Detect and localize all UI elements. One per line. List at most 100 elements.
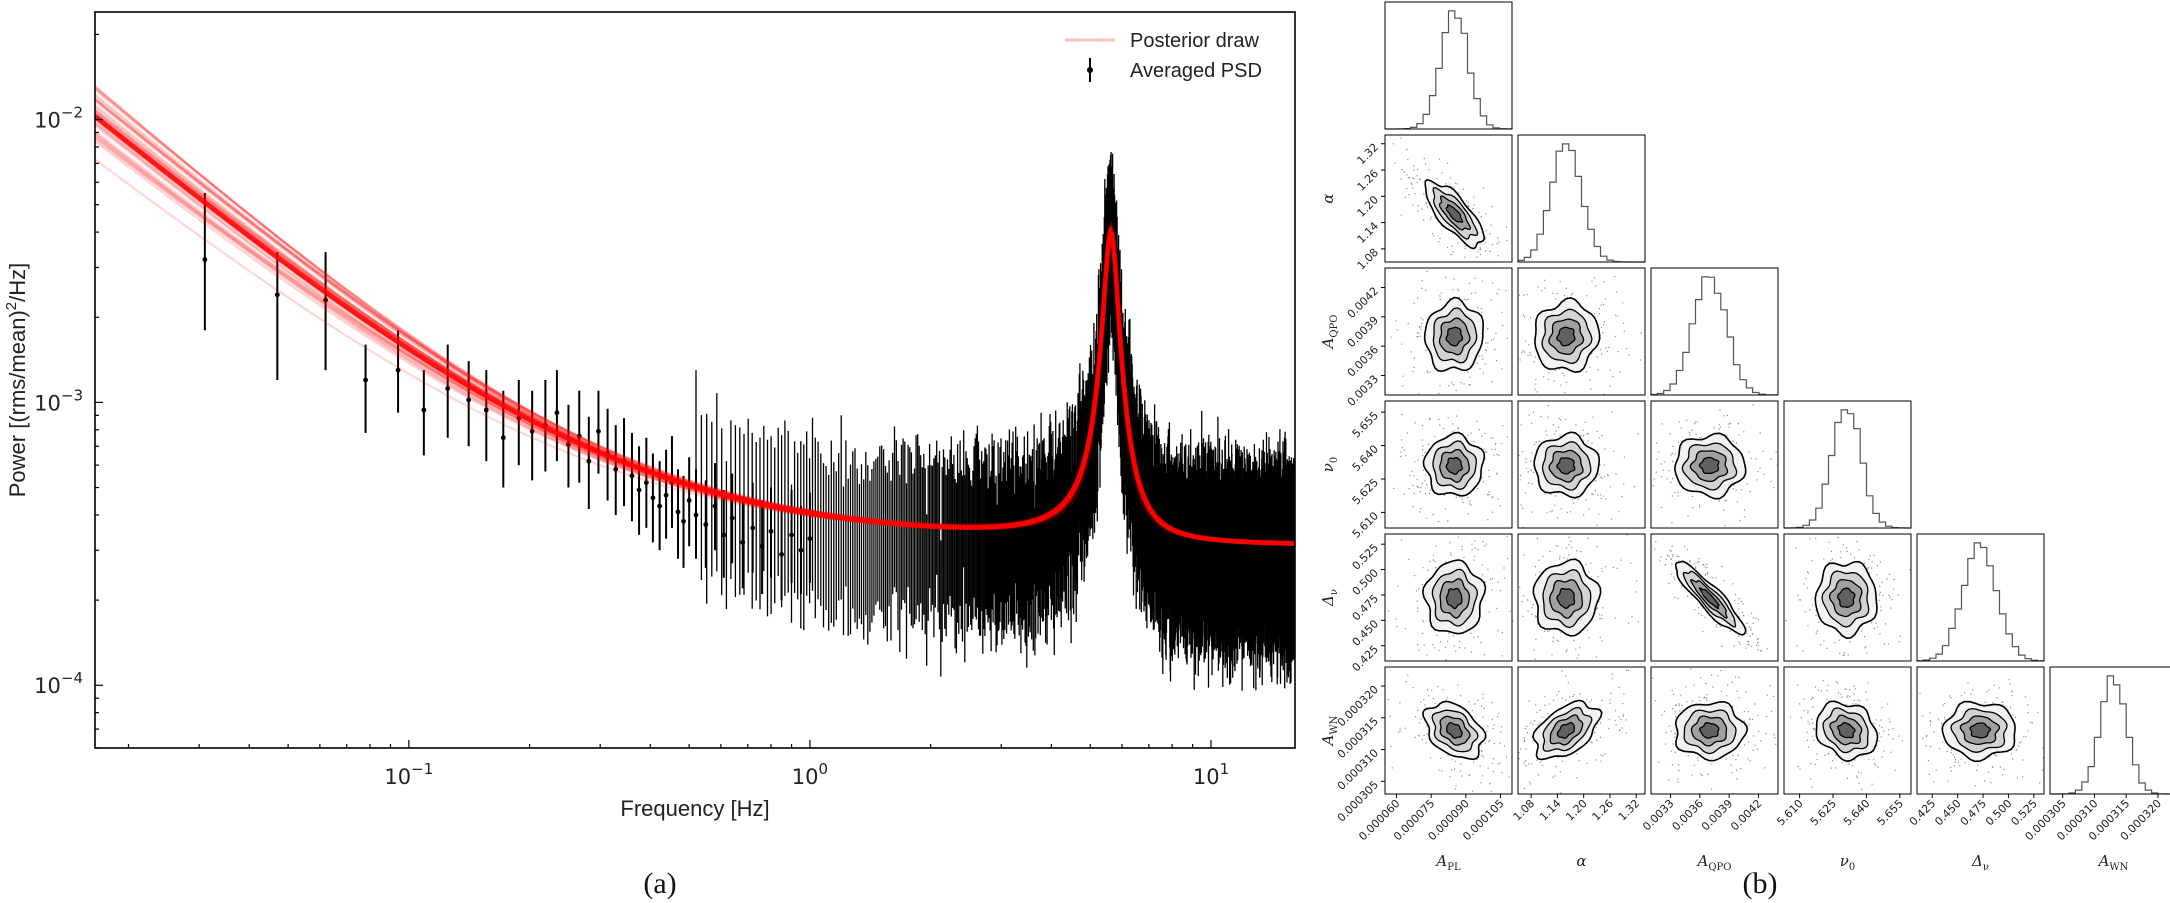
scatter-cell: 1.081.141.201.261.32 α xyxy=(1319,134,1513,273)
psd-point xyxy=(323,297,328,303)
x-axis-label: Frequency [Hz] xyxy=(620,796,769,821)
scatter-cell xyxy=(1650,400,1779,529)
scatter-cell xyxy=(1517,533,1646,662)
psd-point xyxy=(693,512,699,518)
cell-frame xyxy=(1517,267,1646,396)
psd-point xyxy=(529,428,535,434)
corner-y-tick-label: 1.20 xyxy=(1355,193,1382,220)
corner-x-tick-label: 1.32 xyxy=(1616,797,1643,824)
psd-point xyxy=(576,433,582,439)
psd-point xyxy=(421,407,427,413)
marginal-histogram xyxy=(1916,542,2045,662)
y-axis-label: Power [(rms/mean)2/Hz] xyxy=(3,263,30,498)
x-tick-label: 10−1 xyxy=(384,760,433,789)
posterior-median-line xyxy=(95,114,1295,546)
contour-level xyxy=(1698,587,1720,610)
cell-frame xyxy=(1783,666,1912,795)
legend-swatch-psd-dot xyxy=(1087,67,1093,73)
corner-x-tick-label: 1.20 xyxy=(1563,797,1590,824)
cell-frame xyxy=(1384,533,1513,662)
corner-y-label: AQPO xyxy=(1319,315,1340,351)
corner-x-tick-label: 0.0036 xyxy=(1670,797,1706,833)
corner-x-tick-label: 0.425 xyxy=(1907,797,1938,828)
corner-y-tick-label: 0.425 xyxy=(1350,643,1381,674)
contour-level xyxy=(1969,722,1992,739)
contour-level xyxy=(1837,722,1856,739)
psd-point xyxy=(636,487,642,493)
panel-letter-a: (a) xyxy=(643,867,676,900)
corner-y-tick-label: 0.525 xyxy=(1350,541,1381,572)
corner-x-label: AWN xyxy=(2097,852,2129,873)
corner-x-tick-label: 5.625 xyxy=(1808,797,1839,828)
contour-level xyxy=(1446,721,1463,739)
corner-y-label: α xyxy=(1319,193,1337,203)
marginal-histogram xyxy=(2050,675,2170,795)
psd-point xyxy=(759,543,765,549)
contour-level xyxy=(1556,326,1576,347)
corner-x-tick-label: 5.640 xyxy=(1841,797,1872,828)
corner-x-tick-label: 0.450 xyxy=(1932,797,1963,828)
hist-cell xyxy=(1916,533,2045,662)
hist-cell xyxy=(1783,400,1912,529)
corner-x-tick-label: 5.655 xyxy=(1875,797,1906,828)
psd-point xyxy=(363,377,368,383)
legend-label-psd: Averaged PSD xyxy=(1130,60,1262,82)
psd-point xyxy=(650,495,656,501)
corner-y-tick-label: 0.450 xyxy=(1350,617,1381,648)
cell-frame xyxy=(1517,666,1646,795)
cell-frame xyxy=(1916,666,2045,795)
cell-frame xyxy=(1650,666,1779,795)
corner-y-tick-label: 1.26 xyxy=(1355,167,1382,194)
corner-x-tick-label: 1.08 xyxy=(1511,797,1538,824)
corner-x-label: α xyxy=(1576,852,1586,870)
corner-y-tick-label: 0.0036 xyxy=(1345,343,1381,379)
psd-point xyxy=(712,503,718,509)
psd-point xyxy=(721,532,727,538)
psd-frame xyxy=(94,11,1296,749)
x-tick-label: 100 xyxy=(792,760,828,789)
contour-level xyxy=(1556,587,1576,609)
psd-point xyxy=(681,518,686,524)
psd-point xyxy=(586,458,592,464)
psd-point xyxy=(566,442,571,447)
corner-y-tick-label: 0.500 xyxy=(1350,567,1381,598)
corner-y-tick-label: 0.0033 xyxy=(1345,372,1381,408)
corner-y-tick-label: 5.610 xyxy=(1350,509,1381,540)
corner-x-tick-label: 5.610 xyxy=(1774,797,1805,828)
corner-y-tick-label: 1.32 xyxy=(1355,141,1382,168)
cell-frame xyxy=(1384,400,1513,529)
psd-point xyxy=(675,509,681,515)
psd-point xyxy=(643,480,649,486)
corner-x-label: AQPO xyxy=(1696,852,1732,873)
cell-frame xyxy=(1783,533,1912,662)
cell-frame xyxy=(1650,267,1779,396)
corner-y-tick-label: 5.640 xyxy=(1350,443,1381,474)
psd-point xyxy=(789,532,794,538)
cell-frame xyxy=(1384,267,1513,396)
contour-level xyxy=(1556,457,1576,475)
psd-point xyxy=(750,525,756,531)
psd-point xyxy=(483,407,489,413)
corner-y-tick-label: 1.08 xyxy=(1355,246,1382,273)
psd-point xyxy=(500,435,506,441)
psd-point xyxy=(274,292,280,298)
psd-dense-errorbars xyxy=(695,152,1295,691)
psd-point xyxy=(768,528,774,534)
psd-point xyxy=(798,547,804,553)
corner-x-tick-label: 0.500 xyxy=(1983,797,2014,828)
legend-label-posterior: Posterior draw xyxy=(1130,30,1259,52)
panel-letter-b: (b) xyxy=(1743,867,1778,900)
psd-point xyxy=(729,515,735,521)
psd-point xyxy=(703,522,709,527)
psd-point xyxy=(395,367,401,373)
y-tick-label: 10−4 xyxy=(34,669,83,698)
corner-x-label: Δν xyxy=(1971,852,1989,873)
psd-plot-area xyxy=(95,85,1295,691)
psd-point xyxy=(663,492,669,498)
